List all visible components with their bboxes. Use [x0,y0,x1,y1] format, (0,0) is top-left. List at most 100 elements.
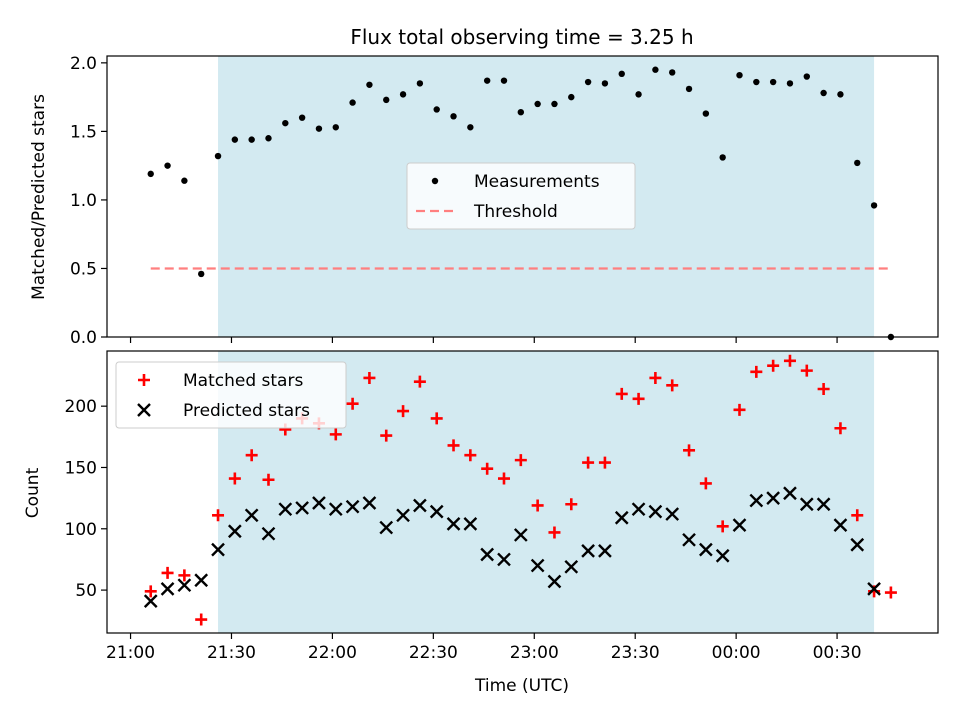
data-point [177,578,192,593]
data-point [227,524,242,539]
data-point [786,80,794,87]
x-tick-label: 21:00 [106,643,155,663]
data-point [261,526,276,541]
data-point [631,502,646,517]
data-point [816,497,831,512]
data-point [820,89,827,97]
data-point [429,504,444,519]
data-point [783,486,797,501]
data-point [500,77,508,84]
data-point [783,354,796,367]
legend-label: Threshold [473,202,558,222]
x-tick-label: 22:30 [409,643,458,663]
data-point [345,499,360,514]
data-point [732,518,747,532]
data-point [211,542,225,557]
data-point [534,100,541,108]
data-point [870,202,878,209]
data-point [618,70,625,78]
data-point [531,499,544,512]
bottom-panel: 50 100 150 200 21:00 21:30 22:00 22:30 23:00 23:3… [65,350,939,663]
data-point [799,497,814,512]
y-tick-label: 200 [65,397,97,417]
data-point [530,558,545,573]
data-point [601,80,609,87]
data-point [194,573,209,588]
data-point [248,136,255,143]
legend-label: Matched stars [183,371,303,391]
data-point [329,428,342,441]
data-point [262,473,275,486]
data-point [265,135,272,142]
data-point [147,170,154,178]
data-point [513,528,528,542]
legend-dot-swatch [431,177,439,185]
data-point [834,422,847,435]
data-point [750,365,763,378]
x-tick-label: 22:00 [308,643,357,663]
bottom-panel-y-axis-label: Count [23,467,43,518]
data-point [817,383,830,396]
data-point [884,586,897,599]
x-tick-label: 21:30 [207,643,256,663]
x-tick-label: 00:30 [813,643,862,663]
legend-label: Predicted stars [183,401,310,421]
data-point [669,69,676,76]
data-point [413,375,426,388]
data-point [766,491,780,505]
data-point [632,392,645,405]
x-tick-label: 23:00 [510,643,559,663]
data-point [568,93,575,101]
measurements-series [147,66,895,341]
data-point [396,508,410,523]
legend-box [406,162,636,230]
data-point [652,66,659,73]
data-point [366,81,373,88]
data-point [733,403,746,416]
data-point [212,509,225,522]
data-point [685,85,693,93]
data-point [514,454,527,467]
legend-x-swatch [137,403,151,417]
data-point [231,136,239,143]
data-point [614,510,629,525]
data-point [430,412,443,425]
data-point [854,159,861,167]
data-point [346,397,359,410]
y-tick-label: 100 [65,520,97,540]
plot-frame [106,55,939,338]
data-point [328,502,343,517]
data-point [850,537,865,552]
data-point [181,177,188,184]
data-point [349,99,356,106]
data-point [564,559,579,574]
data-point [497,552,511,567]
data-point [463,517,478,531]
data-point [767,359,780,372]
legend-box [115,361,347,429]
legend-label: Measurements [474,172,600,192]
data-point [715,548,730,563]
data-point [447,439,460,452]
data-point [803,73,810,80]
data-point [753,78,760,86]
data-point [244,508,259,523]
data-point [598,544,612,558]
data-point [379,520,394,535]
data-point [143,594,158,608]
data-point [665,507,680,521]
data-point [278,502,293,517]
y-tick-label: 0.0 [70,328,97,348]
x-axis-label: Time (UTC) [474,676,569,696]
data-point [699,542,713,557]
data-point [481,462,494,475]
data-point [399,91,407,98]
data-point [833,518,848,532]
data-point [497,472,510,485]
data-point [682,532,696,547]
data-point [749,493,764,508]
data-point [228,472,241,485]
data-point [565,498,578,511]
data-point [363,371,376,384]
data-point [295,501,309,515]
